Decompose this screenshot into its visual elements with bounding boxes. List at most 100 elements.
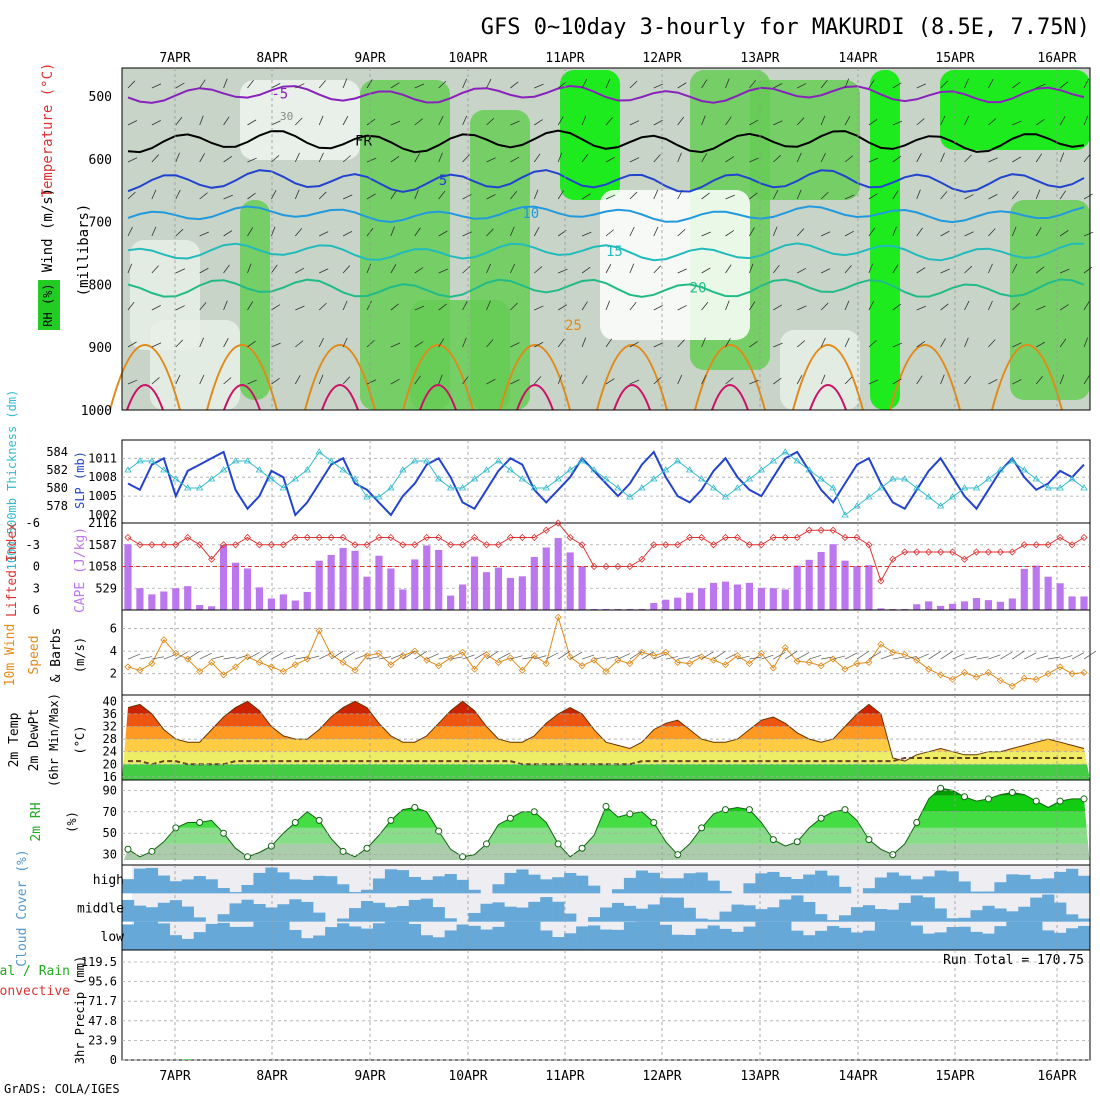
lifted-index-point <box>375 533 383 542</box>
cloud-cell-high <box>253 872 266 894</box>
cloud-cell-high <box>779 876 792 894</box>
wind-barb <box>127 157 138 163</box>
wind-barb-10m <box>629 650 643 660</box>
cloud-cell-low <box>325 927 338 950</box>
wind-barb-10m <box>139 656 152 660</box>
thickness-point <box>709 484 718 491</box>
wind-barb-10m <box>593 656 607 660</box>
wind-barb <box>510 379 520 385</box>
wind-barb <box>1012 156 1022 163</box>
wind-barb <box>988 300 993 311</box>
cloud-cell-low <box>767 921 780 950</box>
x-tick-label-top-15APR: 15APR <box>935 51 974 66</box>
cloud-cell-middle <box>958 917 971 922</box>
wind-barb <box>725 78 730 89</box>
wind-barb <box>486 157 496 163</box>
cape-bar <box>399 589 407 610</box>
cloud-cell-middle <box>1078 918 1091 922</box>
thickness-point <box>423 457 431 464</box>
cloud-cell-low <box>791 930 804 950</box>
wind-barb <box>1035 376 1043 385</box>
cloud-cell-low <box>635 921 649 950</box>
rh-point <box>387 816 395 824</box>
thickness-point <box>148 457 156 464</box>
thickness-point <box>506 466 515 473</box>
cape-bar <box>877 608 885 610</box>
wind-speed-point <box>351 666 359 674</box>
wind-barb-10m <box>832 655 846 660</box>
lifted-index-point <box>925 548 933 556</box>
wind-barb <box>199 267 209 274</box>
cape-bar <box>948 603 957 610</box>
wind-barb <box>892 264 899 274</box>
cloud-cell-high <box>169 881 182 894</box>
cape-bar <box>208 606 216 610</box>
wind-barb <box>486 300 491 311</box>
y-tick-upper-500: 500 <box>89 90 112 105</box>
temp-line <box>127 700 1085 762</box>
cloud-cell-middle <box>372 902 386 922</box>
cloud-cell-low <box>839 927 852 950</box>
cape-bar <box>841 560 849 610</box>
wind-barb-10m <box>330 650 344 660</box>
thickness-point <box>1056 484 1064 491</box>
cloud-cell-high <box>1042 878 1055 894</box>
wind-barb-10m <box>546 652 559 660</box>
cloud-cell-low <box>683 935 696 950</box>
rh-point <box>339 847 347 855</box>
cloud-cell-middle <box>683 907 696 922</box>
cloud-cell-high <box>683 873 696 894</box>
wind-barb-10m <box>892 656 905 660</box>
thickness-point <box>399 466 407 473</box>
wind-barb-10m <box>1060 655 1073 660</box>
wind-barb <box>533 189 539 200</box>
lifted-index-point <box>960 555 969 563</box>
cloud-cell-middle <box>1006 911 1019 922</box>
wind-barb <box>510 81 519 89</box>
wind-barb <box>605 378 615 385</box>
temp-band-36 <box>122 701 1090 714</box>
wind-barb <box>1059 190 1067 200</box>
cape-bar <box>865 565 873 610</box>
ylabel-thickness: 1000-500mb Thickness (dm) <box>5 390 19 571</box>
wind-barb <box>175 228 184 237</box>
wind-speed-point <box>315 627 323 635</box>
wind-barb <box>462 154 470 163</box>
lifted-index-point <box>172 541 180 549</box>
cloud-cell-middle <box>1018 906 1031 922</box>
wind-barb <box>414 153 421 163</box>
thickness-point <box>733 484 742 491</box>
ylabel-rh: RH (%) <box>41 283 55 326</box>
x-tick-label-top-7APR: 7APR <box>159 51 190 66</box>
lifted-index-point <box>650 541 658 549</box>
wind-barb <box>725 116 732 126</box>
cloud-cell-high <box>289 879 302 894</box>
wind-barb <box>844 376 853 385</box>
y-tick-wind-2: 2 <box>110 667 117 681</box>
thickness-point <box>685 466 694 473</box>
cloud-cell-low <box>1066 928 1079 950</box>
isotherm-25-hump-5 <box>596 344 668 411</box>
cloud-cell-low <box>253 921 266 950</box>
y-tick-rh-90: 90 <box>103 783 117 797</box>
wind-barb <box>438 190 446 200</box>
wind-barb <box>701 374 707 385</box>
thickness-point <box>124 466 132 473</box>
cloud-cell-middle <box>1066 914 1079 922</box>
y-tick-precip-23.9: 23.9 <box>88 1033 117 1047</box>
wind-barb <box>414 341 424 348</box>
wind-barb <box>1083 301 1090 311</box>
rh-point <box>196 819 204 826</box>
wind-barb <box>773 304 783 311</box>
cloud-cell-high <box>456 879 469 894</box>
precip-frame <box>121 949 1091 1061</box>
lifted-index-point <box>1068 541 1076 549</box>
cloud-cell-high <box>815 870 828 894</box>
wind-barb-10m <box>498 652 511 660</box>
lifted-index-point <box>148 541 156 549</box>
wind-barb <box>271 189 277 200</box>
cape-bar <box>255 587 264 610</box>
thickness-point <box>351 475 359 482</box>
wind-barb <box>294 117 303 126</box>
wind-barb <box>964 154 972 163</box>
